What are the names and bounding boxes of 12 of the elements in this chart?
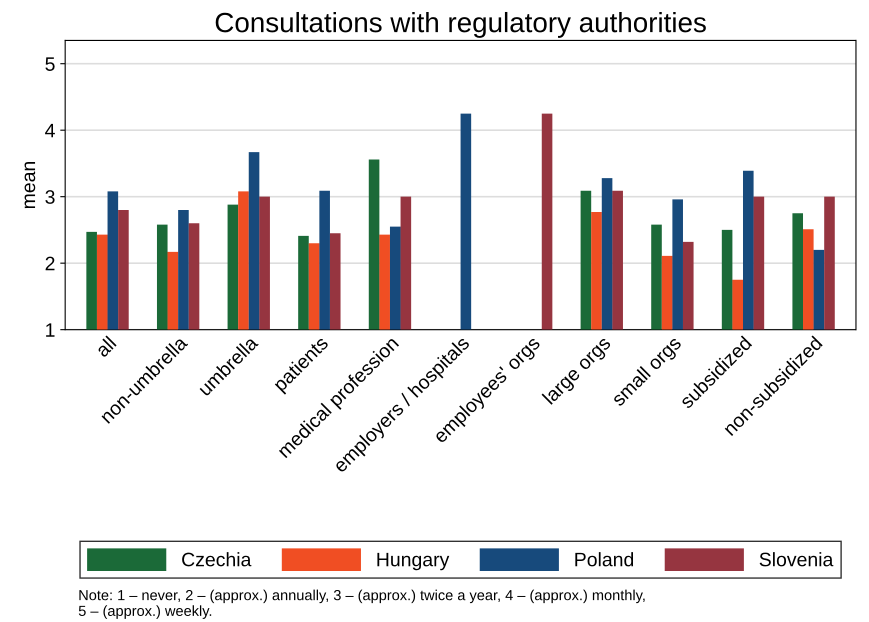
text: Note: 1 – never, 2 – (approx.) annually, 3 – (approx.) twice a year, 4 – (approx.) monthly, 5 – (approx.) weekly. xyxy=(78,590,645,619)
legend-label: Slovenia xyxy=(760,552,834,566)
legend-label: Poland xyxy=(575,552,634,566)
y-tick-label: 3 xyxy=(45,190,55,204)
legend-label: Hungary xyxy=(377,552,450,570)
y-axis-title: mean xyxy=(24,162,36,208)
chart-title: Consultations with regulatory authorities xyxy=(216,12,706,38)
y-tick-label: 4 xyxy=(45,124,55,138)
y-tick-label: 5 xyxy=(45,57,55,71)
y-tick-label: 2 xyxy=(46,256,54,270)
legend-label: Czechia xyxy=(182,552,252,566)
y-tick-label: 1 xyxy=(46,323,55,337)
